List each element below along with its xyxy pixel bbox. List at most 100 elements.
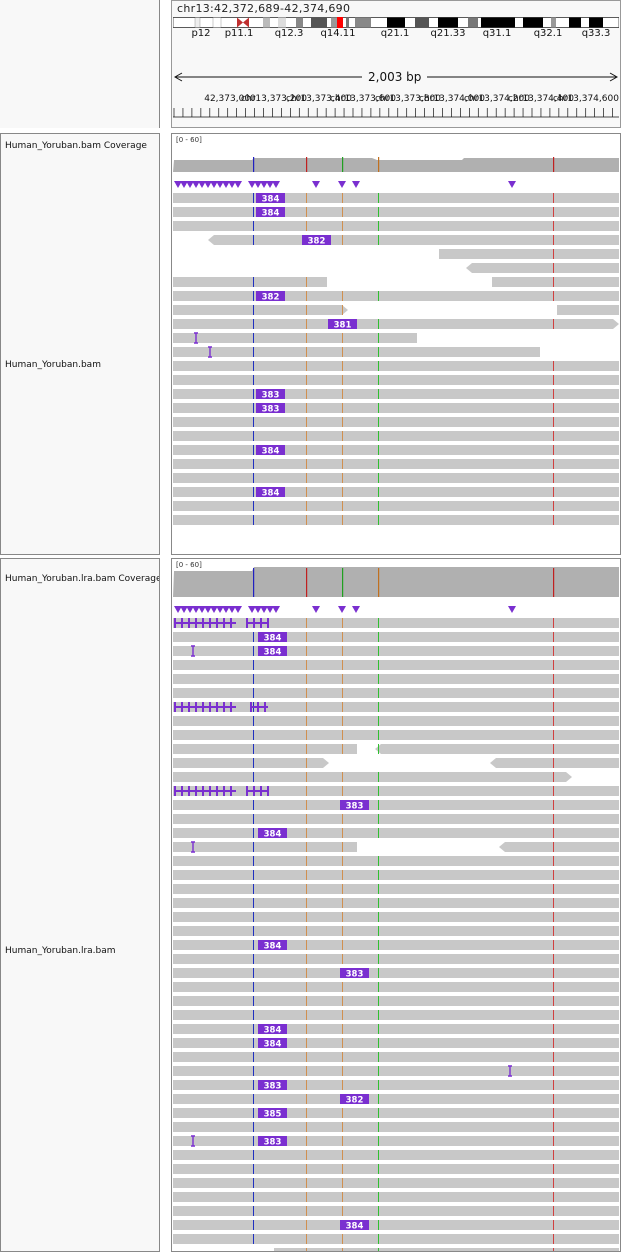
- mismatch: [378, 375, 379, 385]
- mismatch: [253, 758, 254, 768]
- mismatch: [306, 898, 307, 908]
- mismatch: [342, 982, 343, 992]
- mismatch: [253, 487, 254, 497]
- mismatch: [306, 730, 307, 740]
- mismatch: [553, 361, 554, 371]
- read: [173, 1080, 619, 1090]
- read: [173, 445, 619, 455]
- ruler-tick-label: 42,373,000: [204, 94, 256, 104]
- insertion-label: 384: [264, 1025, 282, 1035]
- coverage-track-name[interactable]: Human_Yoruban.bam Coverage: [5, 141, 147, 151]
- alignment-track-name[interactable]: Human_Yoruban.bam: [5, 360, 101, 370]
- mismatch: [378, 1192, 379, 1202]
- mismatch: [253, 431, 254, 441]
- mismatch: [342, 459, 343, 469]
- read: [173, 926, 619, 936]
- insertion-label-box: [258, 1038, 287, 1048]
- mismatch: [342, 1010, 343, 1020]
- alignment-view-1[interactable]: 384 384 382 382 381 383 383 384 384: [172, 134, 620, 554]
- mismatch: [253, 403, 254, 413]
- mismatch: [342, 730, 343, 740]
- ruler-tick-label: chr13,373,600: [330, 94, 396, 104]
- mismatch: [553, 473, 554, 483]
- mismatch: [306, 333, 307, 343]
- mismatch: [378, 207, 379, 217]
- mismatch: [342, 207, 343, 217]
- read: [173, 702, 619, 712]
- coverage-track-name[interactable]: Human_Yoruban.lra.bam Coverage: [5, 574, 160, 584]
- mismatch: [342, 828, 343, 838]
- mismatch: [342, 1136, 343, 1146]
- insertion-label: 384: [264, 829, 282, 839]
- mismatch: [253, 646, 254, 656]
- read: [173, 291, 619, 301]
- read: [173, 996, 619, 1006]
- insertion-marker: [228, 181, 236, 188]
- alignment-panel-1[interactable]: [0 - 60] 384 384 382 382 381 383 383 384 384: [171, 133, 621, 555]
- mismatch: [342, 898, 343, 908]
- read: [173, 1150, 619, 1160]
- insertion-label: 384: [264, 1039, 282, 1049]
- mismatch: [306, 431, 307, 441]
- mismatch: [553, 515, 554, 525]
- mismatch: [306, 1248, 307, 1251]
- insertion-label: 385: [264, 1109, 282, 1119]
- insertion-label-box: [340, 1220, 369, 1230]
- mismatch: [378, 291, 379, 301]
- read: [499, 842, 619, 852]
- mismatch: [342, 1206, 343, 1216]
- mismatch: [306, 968, 307, 978]
- mismatch: [253, 828, 254, 838]
- mismatch: [553, 417, 554, 427]
- mismatch: [253, 291, 254, 301]
- mismatch: [306, 1220, 307, 1230]
- mismatch: [553, 1192, 554, 1202]
- mismatch: [378, 926, 379, 936]
- mismatch: [342, 996, 343, 1006]
- mismatch: [378, 982, 379, 992]
- mismatch: [306, 403, 307, 413]
- read: [173, 1108, 619, 1118]
- mismatch: [553, 982, 554, 992]
- read: [173, 660, 619, 670]
- mismatch: [306, 646, 307, 656]
- mismatch: [306, 632, 307, 642]
- small-insertion: [191, 1135, 195, 1147]
- read: [173, 842, 357, 852]
- mismatch: [342, 417, 343, 427]
- band-label: q31.1: [482, 28, 512, 39]
- insertion-marker: [192, 181, 200, 188]
- mismatch: [306, 870, 307, 880]
- alignment-track-name[interactable]: Human_Yoruban.lra.bam: [5, 946, 116, 956]
- mismatch: [253, 305, 254, 315]
- mismatch: [342, 1080, 343, 1090]
- ruler-ticks[interactable]: 42,373,000 chr13,373,200 chr13,373,400 chr1…: [172, 91, 620, 119]
- insertion-label: 383: [264, 1137, 282, 1147]
- locus-label[interactable]: chr13:42,372,689-42,374,690: [177, 2, 351, 15]
- read: [173, 361, 619, 371]
- insertion-marker: [312, 606, 320, 613]
- alignment-view-2[interactable]: 384 384 383 384 384 383 384 384 383 382 385 383 384: [172, 559, 620, 1252]
- insertion-label-box: [256, 487, 285, 497]
- mismatch: [306, 716, 307, 726]
- alignment-panel-2[interactable]: [0 - 60] 384 384 383 384 384 383 384 384 383 382 3…: [171, 558, 621, 1252]
- mismatch: [553, 730, 554, 740]
- mismatch: [553, 926, 554, 936]
- mismatch: [253, 912, 254, 922]
- chromosome-ideogram[interactable]: [173, 17, 619, 28]
- read: [173, 375, 619, 385]
- mismatch: [378, 193, 379, 203]
- mismatch: [378, 347, 379, 357]
- insertion-marker: [338, 606, 346, 613]
- mismatch: [306, 1192, 307, 1202]
- ruler-tick-label: chr13,373,800: [375, 94, 441, 104]
- insertion-label: 383: [264, 1081, 282, 1091]
- mismatch: [553, 403, 554, 413]
- insertion-label: 382: [308, 236, 326, 246]
- mismatch: [306, 473, 307, 483]
- read: [173, 646, 619, 656]
- insertion-marker: [272, 606, 280, 613]
- mismatch: [342, 1122, 343, 1132]
- insertion-marker: [180, 606, 188, 613]
- read: [375, 744, 619, 754]
